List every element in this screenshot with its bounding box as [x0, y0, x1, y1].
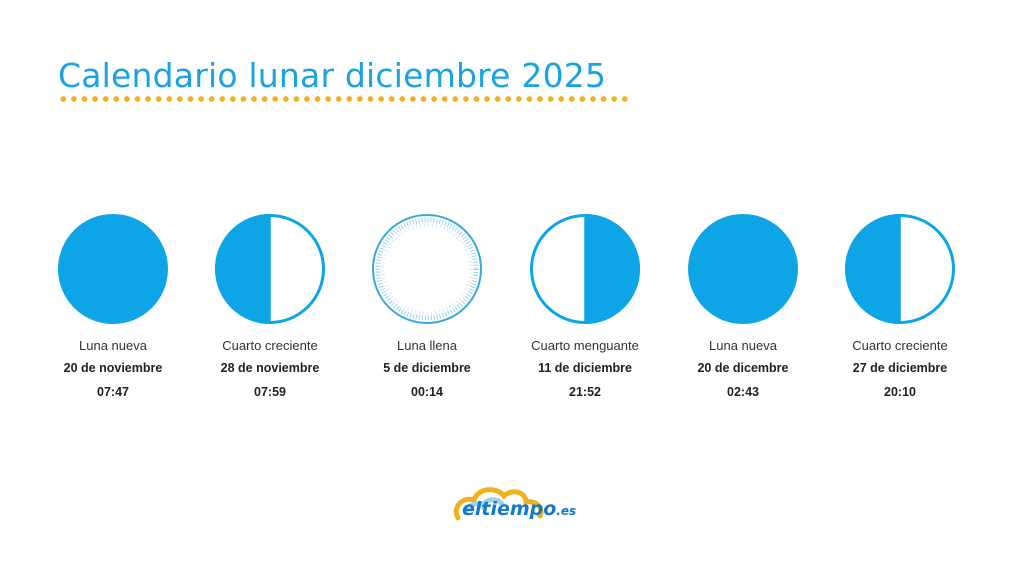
moon-phase-new-1: Luna nueva 20 de noviembre 07:47: [33, 212, 193, 400]
new-moon-icon: [688, 214, 798, 324]
moon-phase-first-quarter-1: Cuarto creciente 28 de noviembre 07:59: [190, 212, 350, 400]
last-quarter-moon-icon: [530, 214, 640, 324]
logo-suffix: .es: [556, 504, 577, 518]
logo-text: eltiempo.es: [462, 498, 576, 520]
phase-name: Luna nueva: [79, 338, 147, 353]
moon-phase-first-quarter-2: Cuarto creciente 27 de diciembre 20:10: [820, 212, 980, 400]
phase-time: 21:52: [569, 385, 601, 399]
phase-name: Cuarto creciente: [852, 338, 948, 353]
eltiempo-logo: eltiempo.es: [452, 482, 582, 528]
phase-name: Cuarto menguante: [531, 338, 639, 353]
phase-date: 20 de noviembre: [63, 361, 163, 375]
moon-phase-new-2: Luna nueva 20 de dicembre 02:43: [663, 212, 823, 400]
logo-name: eltiempo: [462, 498, 557, 520]
phase-name: Luna llena: [397, 338, 457, 353]
phase-time: 02:43: [727, 385, 759, 399]
phase-name: Cuarto creciente: [222, 338, 318, 353]
full-moon-icon: [372, 214, 482, 324]
phase-time: 07:47: [97, 385, 129, 399]
phase-name: Luna nueva: [709, 338, 777, 353]
phase-time: 00:14: [411, 385, 443, 399]
dotted-underline: [58, 95, 628, 103]
phase-date: 11 de diciembre: [538, 361, 632, 375]
phase-date: 20 de dicembre: [697, 361, 789, 375]
first-quarter-moon-icon: [215, 214, 325, 324]
phase-time: 20:10: [884, 385, 916, 399]
moon-phase-last-quarter: Cuarto menguante 11 de diciembre 21:52: [505, 212, 665, 400]
page-title: Calendario lunar diciembre 2025: [58, 56, 607, 95]
moon-phase-full: Luna llena 5 de diciembre 00:14: [347, 212, 507, 400]
new-moon-icon: [58, 214, 168, 324]
first-quarter-moon-icon: [845, 214, 955, 324]
phase-date: 5 de diciembre: [383, 361, 471, 375]
phase-date: 27 de diciembre: [852, 361, 948, 375]
cloud-icon: [453, 487, 544, 521]
phase-date: 28 de noviembre: [220, 361, 320, 375]
phase-time: 07:59: [254, 385, 286, 399]
